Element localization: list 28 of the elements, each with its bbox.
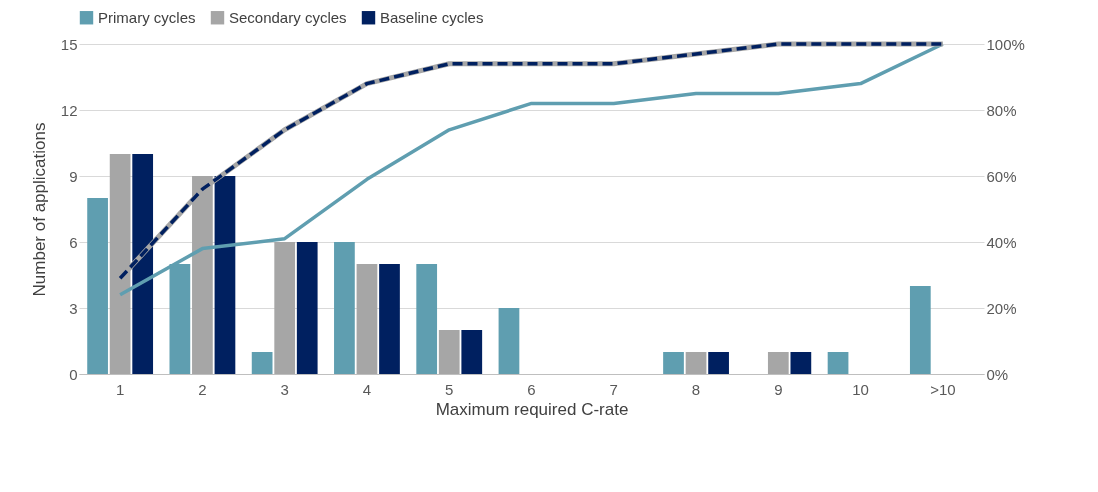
y2-tick-label: 100% <box>986 35 1025 53</box>
x-tick-label: 2 <box>198 380 207 398</box>
y-tick-label: 12 <box>60 101 78 119</box>
x-tick-label: 9 <box>774 380 783 398</box>
y2-tick-label: 20% <box>986 299 1017 317</box>
y-axis-title: Number of applications <box>29 122 49 297</box>
x-tick-label: 1 <box>115 380 125 398</box>
y-tick-label: 6 <box>69 233 78 251</box>
y2-tick-label: 40% <box>986 233 1017 251</box>
y2-tick-label: 0% <box>986 365 1009 383</box>
y-tick-label: 3 <box>69 299 78 317</box>
y-tick-label: 0 <box>69 365 78 383</box>
y2-tick-label: 60% <box>986 167 1017 185</box>
y-tick-label: 9 <box>69 167 78 185</box>
x-tick-label: 10 <box>852 380 869 398</box>
legend-label: Baseline cycles <box>380 8 484 26</box>
y2-tick-label: 80% <box>986 101 1017 119</box>
x-tick-label: 4 <box>362 380 372 398</box>
x-tick-label: >10 <box>930 380 956 398</box>
legend-label: Primary cycles <box>98 8 196 26</box>
x-tick-label: 8 <box>691 380 701 398</box>
x-tick-label: 3 <box>280 380 289 398</box>
x-tick-label: 6 <box>527 380 536 398</box>
x-tick-label: 5 <box>445 380 454 398</box>
x-tick-label: 7 <box>609 380 618 398</box>
y-tick-label: 15 <box>60 35 78 53</box>
x-axis-title: Maximum required C-rate <box>435 399 629 419</box>
legend-label: Secondary cycles <box>229 8 347 26</box>
